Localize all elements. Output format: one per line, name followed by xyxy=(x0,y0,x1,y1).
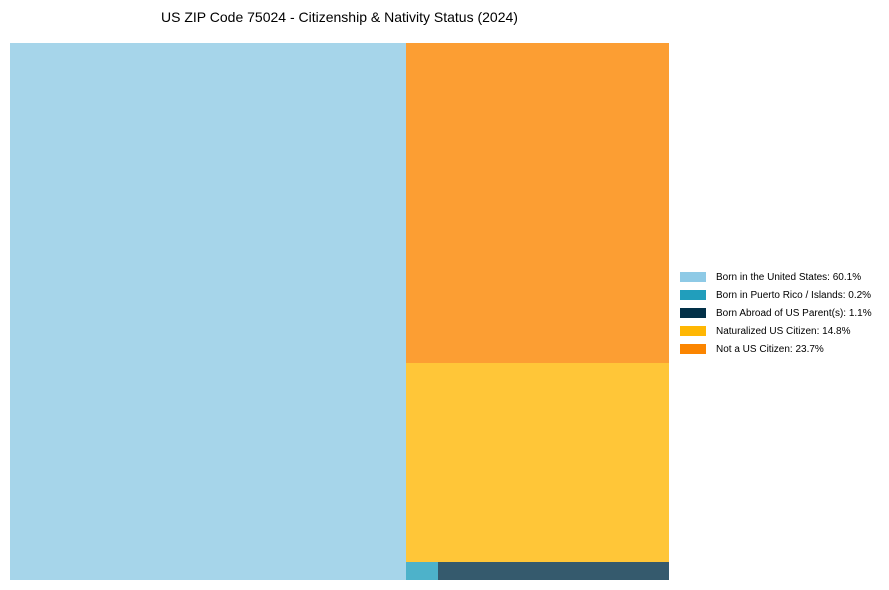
tile-born-abroad-us-parents xyxy=(438,562,669,580)
legend-swatch xyxy=(680,272,706,282)
legend-item-born-abroad: Born Abroad of US Parent(s): 1.1% xyxy=(680,304,872,322)
legend-label: Not a US Citizen: 23.7% xyxy=(716,343,824,355)
tile-born-puerto-rico xyxy=(406,562,438,580)
legend-label: Naturalized US Citizen: 14.8% xyxy=(716,325,851,337)
legend-swatch xyxy=(680,326,706,336)
tile-born-in-us xyxy=(10,43,406,580)
legend-label: Born Abroad of US Parent(s): 1.1% xyxy=(716,307,872,319)
chart-title: US ZIP Code 75024 - Citizenship & Nativi… xyxy=(161,9,518,25)
tile-not-us-citizen xyxy=(406,43,669,363)
legend-swatch xyxy=(680,308,706,318)
legend: Born in the United States: 60.1% Born in… xyxy=(680,268,872,358)
tile-naturalized-citizen xyxy=(406,363,669,562)
legend-item-born-in-us: Born in the United States: 60.1% xyxy=(680,268,872,286)
legend-label: Born in Puerto Rico / Islands: 0.2% xyxy=(716,289,872,301)
legend-item-born-puerto-rico: Born in Puerto Rico / Islands: 0.2% xyxy=(680,286,872,304)
legend-item-naturalized: Naturalized US Citizen: 14.8% xyxy=(680,322,872,340)
legend-label: Born in the United States: 60.1% xyxy=(716,271,862,283)
legend-item-not-citizen: Not a US Citizen: 23.7% xyxy=(680,340,872,358)
legend-swatch xyxy=(680,344,706,354)
legend-swatch xyxy=(680,290,706,300)
